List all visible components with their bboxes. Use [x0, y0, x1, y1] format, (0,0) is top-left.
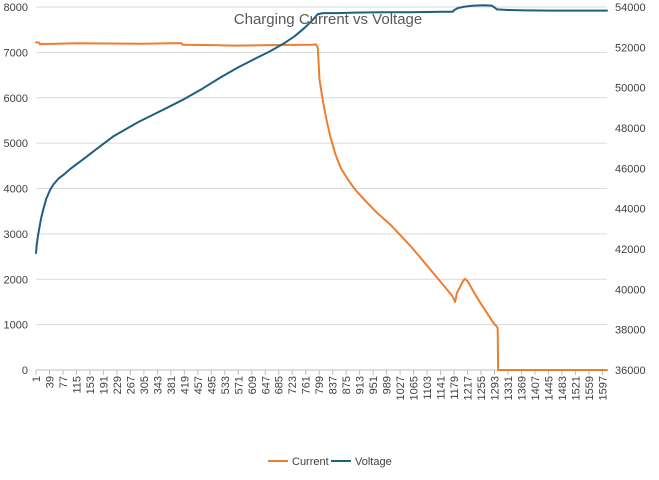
y-right-tick-label: 46000	[615, 163, 646, 175]
x-tick-label: 419	[179, 376, 191, 394]
legend-label-voltage: Voltage	[355, 456, 392, 468]
y-right-tick-label: 42000	[615, 244, 646, 256]
y-left-tick-label: 5000	[4, 138, 28, 150]
x-tick-label: 39	[44, 376, 56, 388]
series-line-current	[35, 41, 608, 371]
x-tick-label: 1521	[570, 376, 582, 400]
x-tick-label: 1179	[449, 376, 461, 400]
x-tick-label: 1597	[597, 376, 609, 400]
legend-label-current: Current	[292, 456, 329, 468]
x-tick-label: 343	[152, 376, 164, 394]
y-left-tick-label: 1000	[4, 320, 28, 332]
x-tick-label: 229	[112, 376, 124, 394]
y-left-tick-label: 0	[22, 365, 28, 377]
x-tick-label: 609	[247, 376, 259, 394]
x-tick-label: 1027	[395, 376, 407, 400]
x-tick-label: 305	[139, 376, 151, 394]
series-lines	[35, 4, 608, 371]
y-right-tick-label: 44000	[615, 204, 646, 216]
x-tick-label: 77	[58, 376, 70, 388]
x-tick-label: 1255	[476, 376, 488, 400]
x-tick-label: 495	[206, 376, 218, 394]
x-tick-label: 1217	[463, 376, 475, 400]
x-tick-label: 1293	[490, 376, 502, 400]
y-left-tick-label: 2000	[4, 274, 28, 286]
x-tick-label: 647	[260, 376, 272, 394]
y-right-tick-label: 48000	[615, 123, 646, 135]
x-tick-label: 913	[355, 376, 367, 394]
tick-labels: 0 1000 2000 3000 4000 5000 6000 7000 8000 36000 38…	[4, 2, 646, 400]
x-tick-label: 191	[98, 376, 110, 394]
x-tick-label: 685	[274, 376, 286, 394]
y-left-tick-label: 3000	[4, 229, 28, 241]
x-tick-label: 1331	[503, 376, 515, 400]
x-tick-label: 1445	[543, 376, 555, 400]
y-left-tick-label: 7000	[4, 47, 28, 59]
y-right-tick-label: 50000	[615, 83, 646, 95]
x-tick-label: 951	[368, 376, 380, 394]
x-tick-label: 989	[382, 376, 394, 394]
chart-title: Charging Current vs Voltage	[234, 11, 422, 28]
x-tick-label: 723	[287, 376, 299, 394]
y-left-tick-label: 6000	[4, 93, 28, 105]
y-left-tick-label: 4000	[4, 184, 28, 196]
x-tick-label: 875	[341, 376, 353, 394]
series-line-voltage	[35, 4, 608, 254]
x-tick-label: 1407	[530, 376, 542, 400]
x-tick-label: 457	[193, 376, 205, 394]
x-tick-label: 837	[328, 376, 340, 394]
y-right-tick-label: 52000	[615, 42, 646, 54]
x-tick-label: 153	[85, 376, 97, 394]
y-right-tick-label: 38000	[615, 325, 646, 337]
x-tick-label: 1065	[409, 376, 421, 400]
x-tick-label: 1483	[557, 376, 569, 400]
y-right-tick-label: 36000	[615, 365, 646, 377]
x-tick-label: 761	[301, 376, 313, 394]
legend: Current Voltage	[268, 456, 392, 468]
x-tick-label: 115	[71, 376, 83, 394]
y-right-tick-label: 40000	[615, 284, 646, 296]
y-right-tick-label: 54000	[615, 2, 646, 14]
x-tick-label: 571	[233, 376, 245, 394]
x-tick-label: 533	[220, 376, 232, 394]
x-tick-label: 1141	[436, 376, 448, 400]
x-tick-label: 381	[166, 376, 178, 394]
x-tick-label: 799	[314, 376, 326, 394]
x-tick-label: 267	[125, 376, 137, 394]
x-tick-label: 1103	[422, 376, 434, 400]
x-tick-label: 1	[31, 376, 43, 382]
y-left-tick-label: 8000	[4, 2, 28, 14]
x-tick-label: 1369	[516, 376, 528, 400]
x-tick-label: 1559	[584, 376, 596, 400]
